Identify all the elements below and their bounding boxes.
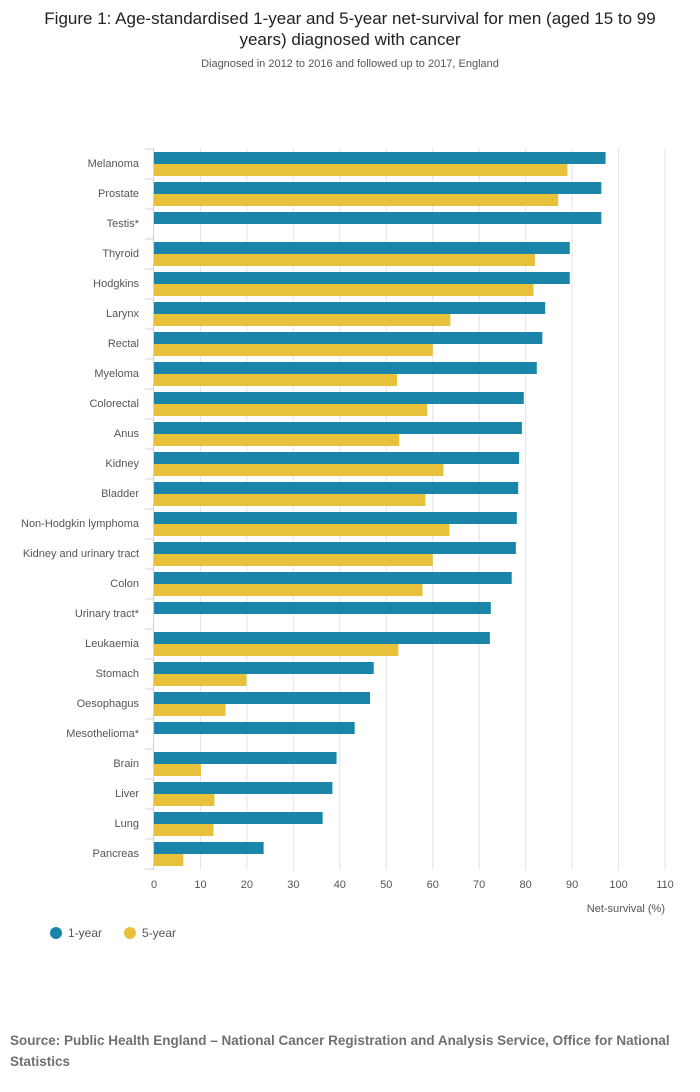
bar-5-year bbox=[154, 824, 214, 836]
x-tick-label: 80 bbox=[520, 879, 532, 891]
x-tick-label: 70 bbox=[473, 879, 485, 891]
category-label: Hodgkins bbox=[93, 278, 139, 290]
bar-5-year bbox=[154, 284, 534, 296]
x-tick-label: 30 bbox=[287, 879, 299, 891]
category-label: Testis* bbox=[107, 218, 140, 230]
bar-5-year bbox=[154, 674, 247, 686]
bar-1-year bbox=[154, 212, 602, 224]
bar-5-year bbox=[154, 854, 184, 866]
category-label: Larynx bbox=[106, 308, 140, 320]
bar-5-year bbox=[154, 344, 433, 356]
bar-5-year bbox=[154, 374, 397, 386]
bar-5-year bbox=[154, 404, 428, 416]
legend-label-5-year: 5-year bbox=[142, 926, 177, 940]
bar-1-year bbox=[154, 272, 570, 284]
legend-item-5-year: 5-year bbox=[124, 926, 176, 940]
category-label: Liver bbox=[115, 788, 139, 800]
category-label: Leukaemia bbox=[85, 638, 140, 650]
bar-5-year bbox=[154, 554, 433, 566]
bar-1-year bbox=[154, 392, 524, 404]
bar-5-year bbox=[154, 494, 426, 506]
category-label: Oesophagus bbox=[77, 698, 140, 710]
bar-1-year bbox=[154, 482, 519, 494]
category-label: Melanoma bbox=[88, 158, 140, 170]
bar-1-year bbox=[154, 182, 602, 194]
bar-5-year bbox=[154, 794, 215, 806]
x-tick-label: 10 bbox=[194, 879, 206, 891]
x-tick-label: 110 bbox=[656, 879, 674, 891]
bar-1-year bbox=[154, 692, 371, 704]
bar-1-year bbox=[154, 302, 546, 314]
chart-title: Figure 1: Age-standardised 1-year and 5-… bbox=[44, 9, 656, 49]
bar-1-year bbox=[154, 812, 323, 824]
bar-1-year bbox=[154, 242, 570, 254]
category-label: Anus bbox=[114, 428, 140, 440]
category-label: Stomach bbox=[96, 668, 139, 680]
bar-5-year bbox=[154, 464, 444, 476]
bar-5-year bbox=[154, 314, 451, 326]
bar-5-year bbox=[154, 584, 423, 596]
x-tick-label: 40 bbox=[334, 879, 346, 891]
x-tick-label: 100 bbox=[609, 879, 627, 891]
category-label: Colorectal bbox=[89, 398, 139, 410]
category-label: Prostate bbox=[98, 188, 139, 200]
x-axis-title: Net-survival (%) bbox=[587, 903, 665, 915]
bar-5-year bbox=[154, 764, 201, 776]
bar-1-year bbox=[154, 722, 355, 734]
bar-1-year bbox=[154, 572, 512, 584]
bar-1-year bbox=[154, 332, 543, 344]
bar-5-year bbox=[154, 644, 399, 656]
bar-1-year bbox=[154, 152, 606, 164]
legend-item-1-year: 1-year bbox=[50, 926, 102, 940]
bar-1-year bbox=[154, 782, 333, 794]
x-tick-label: 60 bbox=[427, 879, 439, 891]
category-label: Thyroid bbox=[102, 248, 139, 260]
x-tick-label: 90 bbox=[566, 879, 578, 891]
bar-5-year bbox=[154, 434, 400, 446]
bar-5-year bbox=[154, 524, 450, 536]
category-label: Pancreas bbox=[93, 848, 140, 860]
bar-1-year bbox=[154, 842, 264, 854]
legend: 1-year 5-year bbox=[50, 926, 176, 940]
bar-5-year bbox=[154, 704, 226, 716]
legend-marker-1-year bbox=[50, 927, 62, 939]
category-label: Urinary tract* bbox=[75, 608, 140, 620]
category-label: Kidney and urinary tract bbox=[23, 548, 139, 560]
x-tick-label: 20 bbox=[241, 879, 253, 891]
chart-subtitle: Diagnosed in 2012 to 2016 and followed u… bbox=[201, 58, 499, 70]
bar-5-year bbox=[154, 194, 559, 206]
bar-1-year bbox=[154, 662, 374, 674]
category-label: Non-Hodgkin lymphoma bbox=[21, 518, 140, 530]
category-label: Brain bbox=[113, 758, 139, 770]
category-label: Colon bbox=[110, 578, 139, 590]
category-label: Myeloma bbox=[94, 368, 140, 380]
legend-marker-5-year bbox=[124, 927, 137, 939]
source-note: Source: Public Health England – National… bbox=[10, 1033, 670, 1069]
category-label: Bladder bbox=[101, 488, 139, 500]
bar-1-year bbox=[154, 602, 491, 614]
category-label: Mesothelioma* bbox=[66, 728, 139, 740]
x-tick-label: 50 bbox=[380, 879, 392, 891]
category-label: Lung bbox=[115, 818, 139, 830]
bar-5-year bbox=[154, 254, 535, 266]
x-tick-label: 0 bbox=[151, 879, 157, 891]
bar-1-year bbox=[154, 362, 537, 374]
category-label: Kidney bbox=[105, 458, 139, 470]
bar-1-year bbox=[154, 752, 337, 764]
bar-5-year bbox=[154, 164, 568, 176]
category-label: Rectal bbox=[108, 338, 139, 350]
bar-1-year bbox=[154, 452, 520, 464]
bar-1-year bbox=[154, 422, 522, 434]
bar-1-year bbox=[154, 632, 490, 644]
bar-1-year bbox=[154, 542, 516, 554]
legend-label-1-year: 1-year bbox=[68, 926, 103, 940]
bar-1-year bbox=[154, 512, 517, 524]
